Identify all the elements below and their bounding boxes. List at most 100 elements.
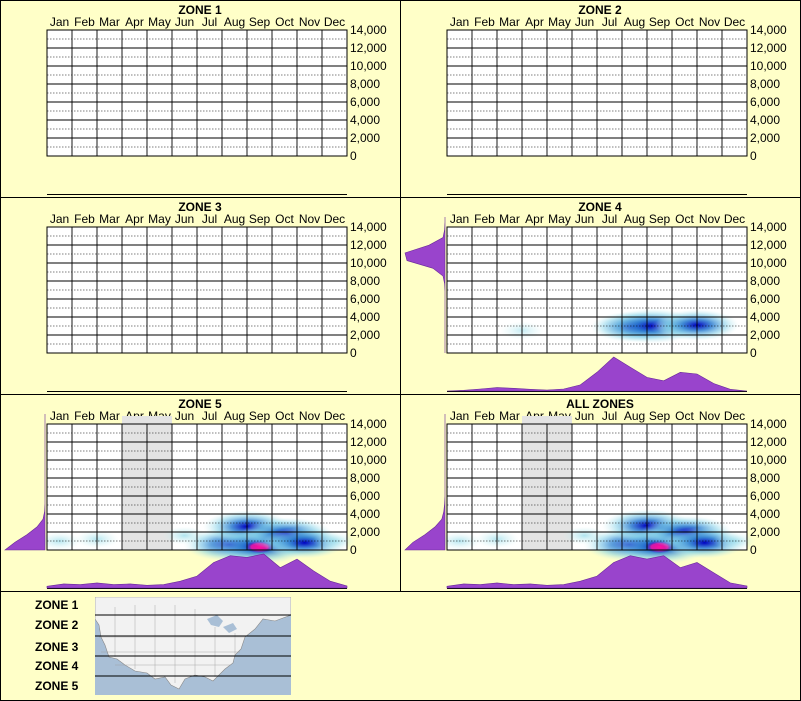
month-label-apr: Apr (125, 15, 144, 29)
elevation-density-curve (4, 414, 46, 551)
inactive-month-may (147, 416, 172, 550)
chart-panel-2: ZONE 2 Jan Feb Mar Apr May Jun Jul Aug Sep Oct Nov D… (446, 3, 787, 195)
month-label-oct: Oct (675, 409, 694, 423)
plot-frame (446, 423, 748, 551)
legend-zone-4: ZONE 4 (35, 659, 79, 673)
legend-zone-2: ZONE 2 (35, 618, 79, 632)
y-tick-label: 10,000 (750, 453, 787, 467)
legend-zone-5: ZONE 5 (35, 679, 79, 693)
y-tick-label: 8,000 (350, 274, 380, 288)
month-label-dec: Dec (724, 15, 745, 29)
y-tick-label: 4,000 (750, 507, 780, 521)
month-label-sep: Sep (249, 15, 271, 29)
chart-panel-5: ZONE 5JanFebMarAprMayJunJulAugSepOctNovD… (4, 397, 387, 589)
month-label-may: May (148, 212, 171, 226)
month-label-dec: Dec (724, 212, 745, 226)
chart-panel-4: ZONE 4 Jan Feb Mar Apr May Jun Jul Aug Sep Oct Nov D… (404, 200, 787, 392)
month-label-apr: Apr (125, 212, 144, 226)
y-tick-label: 14,000 (750, 417, 787, 431)
inactive-month-apr (122, 416, 147, 550)
plot-frame (446, 29, 748, 157)
month-label-oct: Oct (675, 15, 694, 29)
y-tick-label: 0 (750, 543, 757, 557)
y-tick-label: 8,000 (750, 77, 780, 91)
y-tick-label: 12,000 (750, 238, 787, 252)
month-label-may: May (148, 15, 171, 29)
y-tick-label: 12,000 (350, 435, 387, 449)
y-tick-label: 6,000 (750, 292, 780, 306)
plot-frame (46, 226, 348, 354)
legend-zone-1: ZONE 1 (35, 598, 79, 612)
month-label-oct: Oct (275, 212, 294, 226)
month-label-jan: Jan (50, 212, 69, 226)
heat-layer (437, 509, 757, 565)
month-label-dec: Dec (324, 15, 345, 29)
month-label-mar: Mar (99, 15, 120, 29)
chart-panel-6: ALL ZONESJanFebMarAprMayJunJulAugSepOctN… (404, 397, 787, 589)
month-label-apr: Apr (525, 15, 544, 29)
chart-title: ZONE 1 (178, 3, 222, 17)
month-label-nov: Nov (699, 409, 720, 423)
y-tick-label: 2,000 (750, 328, 780, 342)
y-tick-label: 10,000 (350, 59, 387, 73)
y-tick-label: 0 (750, 149, 757, 163)
month-label-jul: Jul (202, 15, 217, 29)
legend-zone-3: ZONE 3 (35, 640, 79, 654)
month-label-mar: Mar (499, 409, 520, 423)
y-tick-label: 12,000 (350, 238, 387, 252)
month-label-jun: Jun (575, 409, 594, 423)
month-label-nov: Nov (699, 212, 720, 226)
y-tick-label: 14,000 (750, 220, 787, 234)
month-label-aug: Aug (224, 15, 245, 29)
month-label-jun: Jun (175, 15, 194, 29)
y-tick-label: 10,000 (750, 59, 787, 73)
y-tick-label: 10,000 (350, 453, 387, 467)
month-label-jan: Jan (450, 409, 469, 423)
y-tick-label: 12,000 (350, 41, 387, 55)
month-label-feb: Feb (74, 212, 95, 226)
y-tick-label: 8,000 (750, 274, 780, 288)
inactive-month-apr (522, 416, 547, 550)
y-tick-label: 14,000 (350, 220, 387, 234)
chart-title: ALL ZONES (566, 397, 634, 411)
month-label-jun: Jun (175, 409, 194, 423)
month-label-nov: Nov (699, 15, 720, 29)
plot-frame (446, 226, 748, 354)
month-label-sep: Sep (249, 212, 271, 226)
month-label-mar: Mar (99, 212, 120, 226)
month-label-feb: Feb (474, 409, 495, 423)
plot-frame (46, 29, 348, 157)
month-label-feb: Feb (474, 15, 495, 29)
month-label-nov: Nov (299, 15, 320, 29)
y-tick-label: 0 (750, 346, 757, 360)
month-label-jun: Jun (575, 15, 594, 29)
heat-layer (37, 510, 357, 565)
y-tick-label: 2,000 (750, 525, 780, 539)
month-label-dec: Dec (724, 409, 745, 423)
month-density-curve (46, 553, 348, 589)
month-label-sep: Sep (649, 212, 671, 226)
chart-panel-1: ZONE 1 Jan Feb Mar Apr May Jun Jul Aug Sep Oct Nov D… (46, 3, 387, 195)
y-tick-label: 6,000 (350, 95, 380, 109)
heat-spot (312, 532, 357, 550)
y-tick-label: 2,000 (350, 525, 380, 539)
y-tick-label: 6,000 (750, 489, 780, 503)
chart-title: ZONE 4 (578, 200, 622, 214)
chart-title: ZONE 3 (178, 200, 222, 214)
month-density-curve (446, 555, 748, 589)
y-tick-label: 0 (350, 346, 357, 360)
month-label-sep: Sep (649, 15, 671, 29)
month-label-sep: Sep (249, 409, 271, 423)
y-tick-label: 10,000 (350, 256, 387, 270)
month-label-aug: Aug (624, 15, 645, 29)
month-label-jun: Jun (175, 212, 194, 226)
month-label-may: May (548, 212, 571, 226)
chart-panel-3: ZONE 3 Jan Feb Mar Apr May Jun Jul Aug Sep Oct Nov D… (46, 200, 387, 392)
y-tick-label: 2,000 (750, 131, 780, 145)
y-tick-label: 4,000 (750, 113, 780, 127)
month-label-jan: Jan (450, 212, 469, 226)
month-label-jul: Jul (202, 212, 217, 226)
month-label-feb: Feb (74, 409, 95, 423)
north-america-map (95, 597, 291, 695)
inactive-month-may (547, 416, 572, 550)
